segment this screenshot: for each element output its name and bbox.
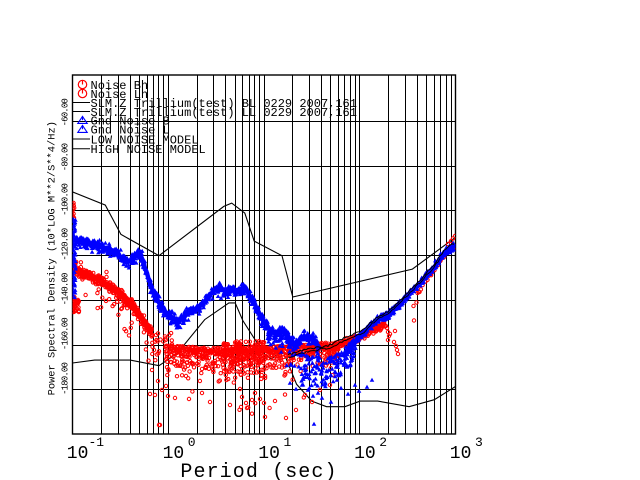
svg-text:0: 0	[188, 435, 196, 450]
svg-text:-60.00: -60.00	[61, 99, 71, 127]
svg-text:1: 1	[284, 435, 292, 450]
svg-text:SLM.Z Trillium(test) LL 0229 2: SLM.Z Trillium(test) LL 0229 2007,161	[91, 106, 357, 120]
svg-text:10: 10	[67, 444, 89, 464]
svg-text:-140.00: -140.00	[61, 273, 71, 305]
svg-text:HIGH NOISE MODEL: HIGH NOISE MODEL	[91, 143, 206, 157]
svg-text:Noise Lh: Noise Lh	[91, 88, 149, 102]
svg-text:10: 10	[450, 444, 472, 464]
svg-text:Gnd Noise B: Gnd Noise B	[91, 115, 170, 129]
svg-text:-120.00: -120.00	[61, 228, 71, 260]
svg-text:-100.00: -100.00	[61, 184, 71, 216]
svg-text:Noise Bh: Noise Bh	[91, 79, 149, 93]
svg-text:LOW NOISE MODEL: LOW NOISE MODEL	[91, 133, 199, 147]
svg-text:Power Spectral Density (10*LOG: Power Spectral Density (10*LOG M**2/S**4…	[47, 121, 59, 395]
svg-text:-80.00: -80.00	[61, 143, 71, 171]
svg-text:Gnd Noise L: Gnd Noise L	[91, 124, 170, 138]
svg-text:-160.00: -160.00	[61, 318, 71, 350]
svg-text:10: 10	[258, 444, 280, 464]
svg-text:-1: -1	[89, 435, 105, 450]
svg-text:3: 3	[475, 435, 483, 450]
svg-text:Period (sec): Period (sec)	[180, 461, 337, 480]
svg-text:-180.00: -180.00	[61, 363, 71, 395]
svg-text:2: 2	[379, 435, 387, 450]
svg-text:10: 10	[354, 444, 376, 464]
svg-text:SLM.Z Trillium(test) BL 0229 2: SLM.Z Trillium(test) BL 0229 2007,161	[91, 97, 357, 111]
svg-text:10: 10	[163, 444, 185, 464]
